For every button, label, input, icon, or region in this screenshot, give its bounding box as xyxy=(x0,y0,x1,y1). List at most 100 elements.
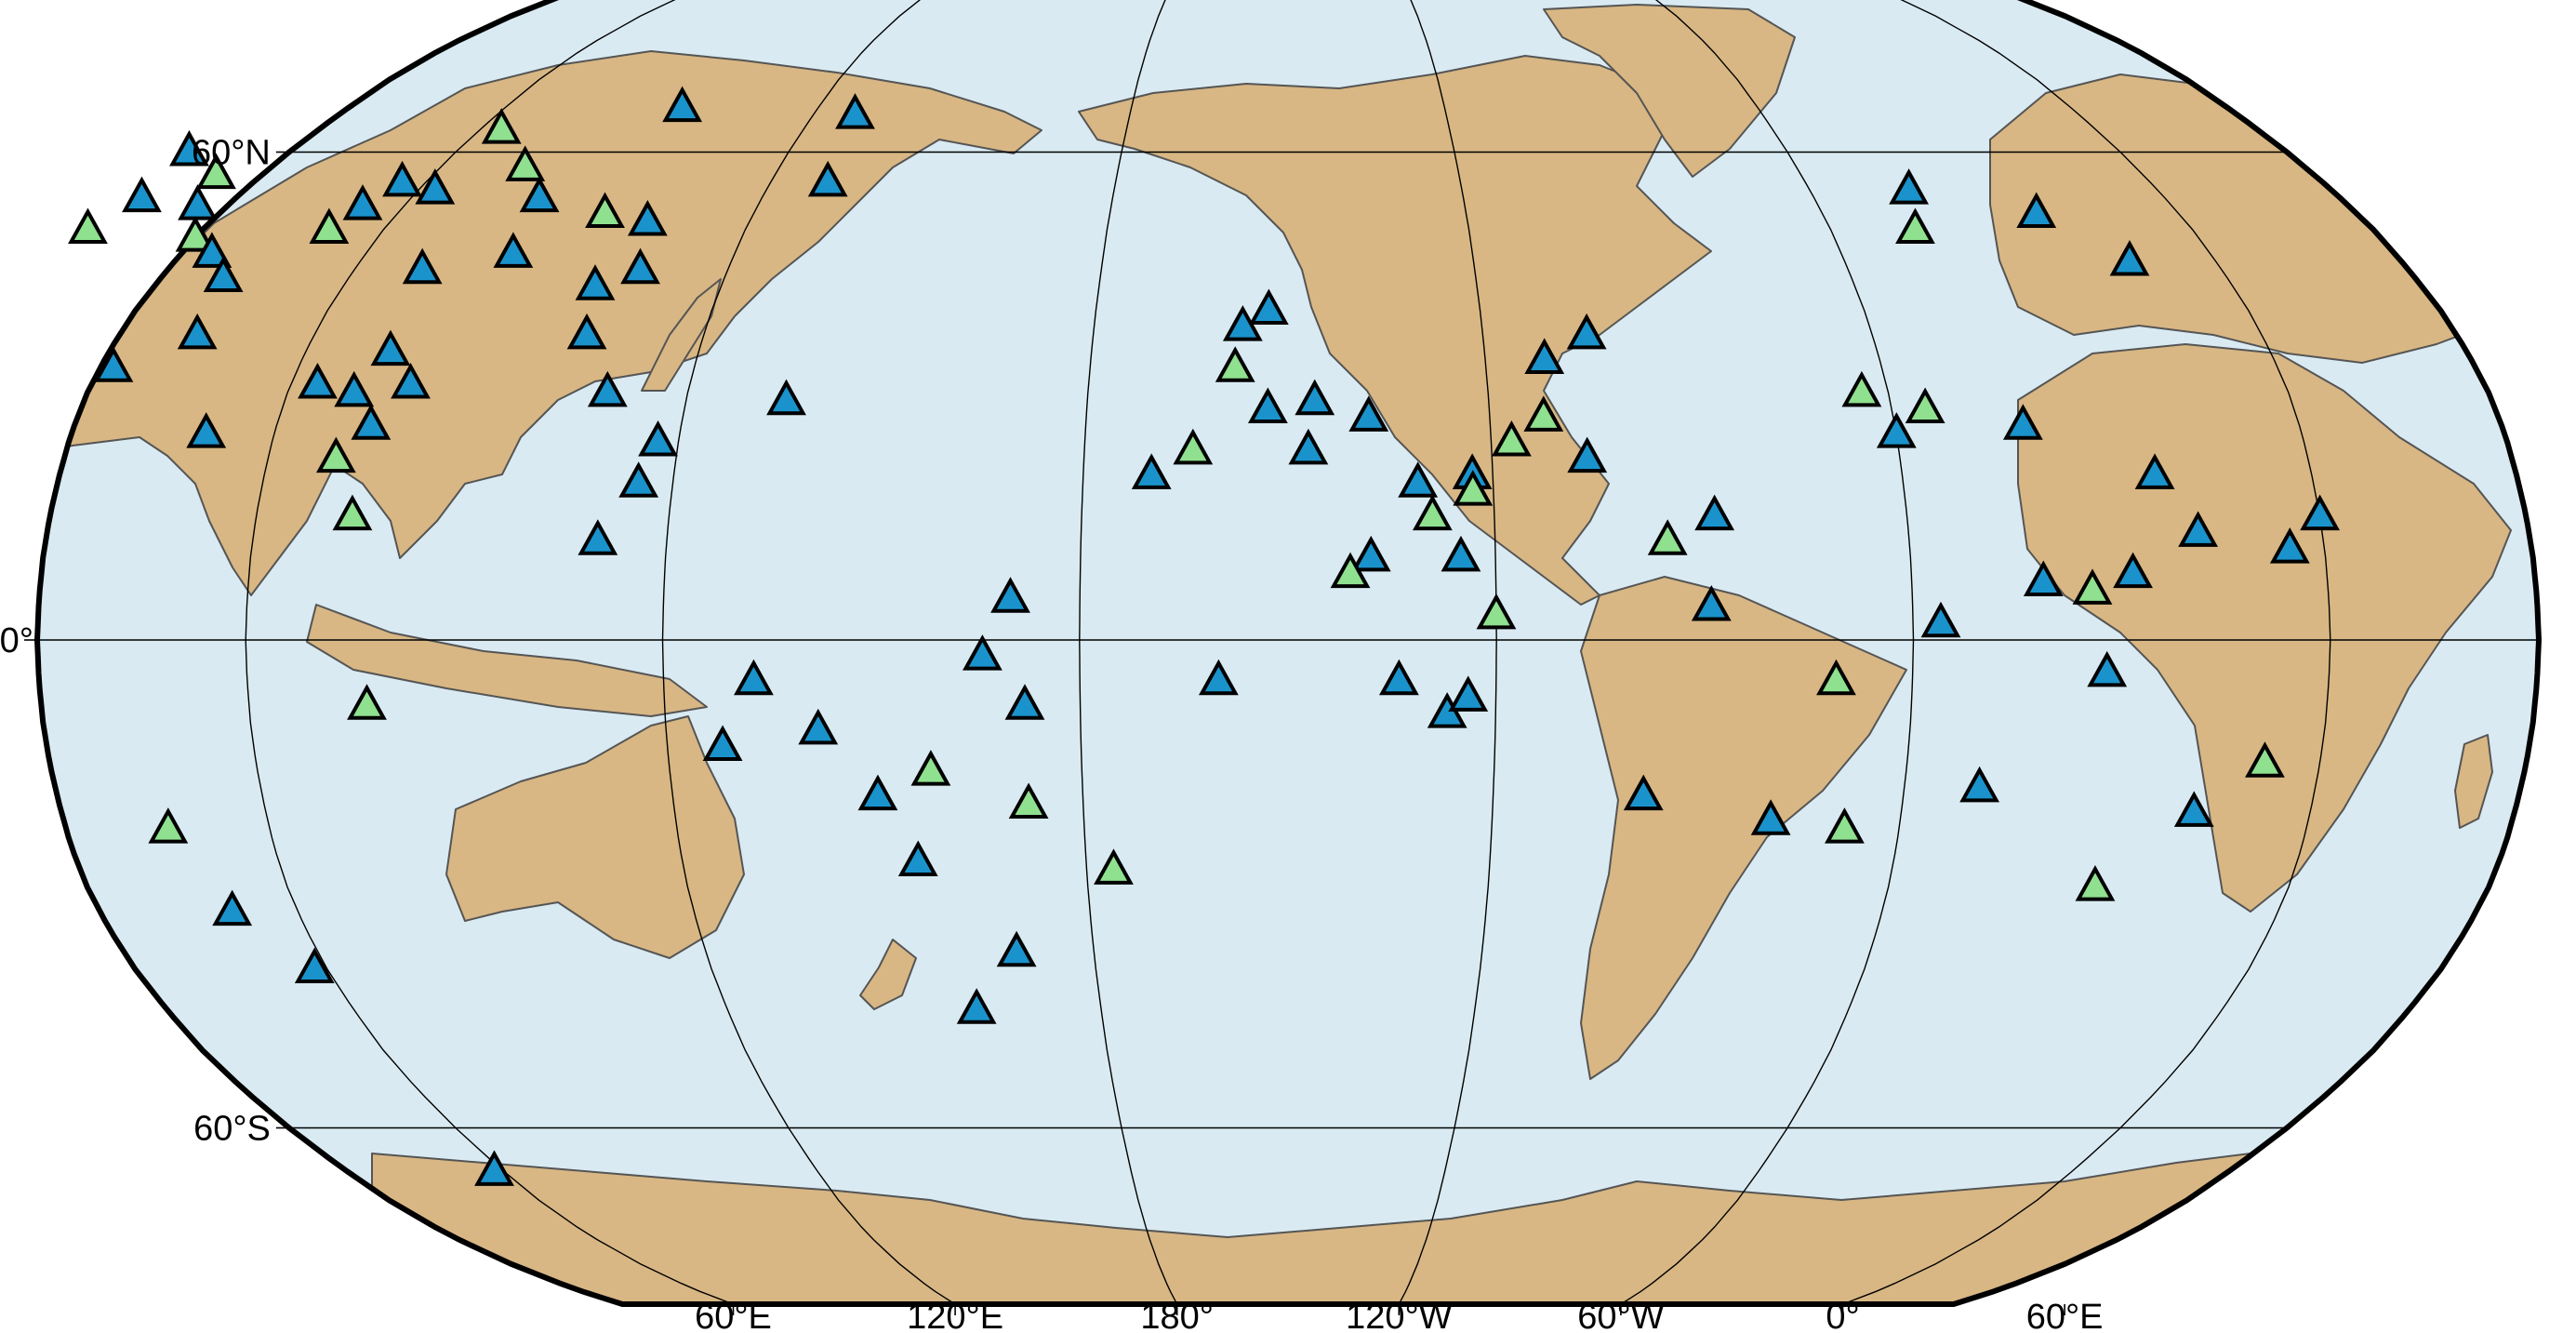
station-triangle-icon xyxy=(309,207,350,244)
station-triangle-icon xyxy=(1905,387,1945,424)
station-triangle-icon xyxy=(766,379,806,416)
station-triangle-icon xyxy=(294,947,335,983)
station-triangle-icon xyxy=(1248,288,1289,325)
station-triangle-icon xyxy=(2023,560,2064,596)
station-triangle-icon xyxy=(1348,395,1389,432)
station-triangle-icon xyxy=(2109,240,2150,276)
station-triangle-icon xyxy=(2178,511,2218,547)
station-triangle-icon xyxy=(186,412,227,448)
graticule xyxy=(37,0,2539,1304)
station-triangle-icon xyxy=(505,145,546,181)
station-triangle-icon xyxy=(2075,865,2116,901)
station-triangle-icon xyxy=(415,168,456,205)
station-triangle-icon xyxy=(857,774,898,811)
station-triangle-icon xyxy=(897,840,938,877)
station-triangle-icon xyxy=(618,461,659,498)
station-triangle-icon xyxy=(1959,766,2000,803)
landmass-new-zealand xyxy=(859,939,917,1010)
station-triangle-icon xyxy=(519,176,560,213)
station-triangle-icon xyxy=(2269,527,2310,564)
station-triangle-icon xyxy=(910,750,951,786)
landmass-indonesia xyxy=(306,604,708,717)
station-triangle-icon xyxy=(1816,659,1856,696)
station-triangle-icon xyxy=(493,232,534,268)
station-triangle-icon xyxy=(1453,470,1494,506)
station-triangle-icon xyxy=(370,329,411,367)
longitude-label-120w: 120°W xyxy=(1346,1298,1453,1333)
station-triangle-icon xyxy=(1694,494,1735,531)
station-triangle-icon xyxy=(578,519,618,555)
station-triangle-icon xyxy=(807,160,848,197)
station-triangle-icon xyxy=(2016,192,2057,229)
station-triangle-icon xyxy=(347,684,387,720)
station-triangle-icon xyxy=(203,256,244,292)
map-frame xyxy=(33,0,2543,1307)
station-triangle-icon xyxy=(2072,568,2113,605)
station-triangle-icon xyxy=(474,1150,514,1186)
latitude-label-60s: 60°S xyxy=(193,1110,271,1149)
meridian-line xyxy=(245,0,734,1304)
station-triangle-icon xyxy=(1647,519,1688,555)
station-triangle-icon xyxy=(835,93,875,129)
station-triangle-icon xyxy=(702,725,743,762)
station-triangle-icon xyxy=(1889,168,1930,205)
meridian-line xyxy=(1842,0,2331,1304)
landmass-europe-west xyxy=(1989,73,2539,364)
station-triangle-icon xyxy=(1750,799,1791,835)
station-triangle-icon xyxy=(2087,650,2128,687)
station-triangle-icon xyxy=(1623,774,1664,811)
station-triangle-icon xyxy=(996,930,1037,967)
station-triangle-icon xyxy=(1841,370,1882,407)
station-triangle-icon xyxy=(334,370,375,407)
land-layer xyxy=(55,4,2539,1304)
station-markers xyxy=(68,86,2341,1186)
station-triangle-icon xyxy=(2300,494,2341,531)
longitude-label-180: 180° xyxy=(1140,1298,1214,1333)
station-triangle-icon xyxy=(93,346,134,382)
longitude-label-60e-west: 60°E xyxy=(695,1298,772,1333)
station-triangle-icon xyxy=(1876,412,1917,448)
station-triangle-icon xyxy=(481,108,522,144)
station-triangle-icon xyxy=(566,313,607,350)
station-triangle-icon xyxy=(585,192,625,229)
station-triangle-icon xyxy=(212,889,253,926)
station-triangle-icon xyxy=(1215,346,1255,382)
station-triangle-icon xyxy=(734,659,774,696)
meridian-line xyxy=(1398,0,1497,1304)
station-triangle-icon xyxy=(1412,494,1453,531)
station-triangle-icon xyxy=(1566,313,1607,350)
station-triangle-icon xyxy=(2002,404,2043,440)
landmass-greenland xyxy=(1543,4,1796,178)
station-triangle-icon xyxy=(402,247,443,285)
station-triangle-icon xyxy=(1476,593,1517,630)
latitude-label-60n: 60°N xyxy=(192,133,271,172)
station-triangle-icon xyxy=(1441,535,1481,572)
station-triangle-icon xyxy=(1491,420,1532,457)
landmass-antarctica xyxy=(371,1153,2251,1304)
station-triangle-icon xyxy=(662,86,703,123)
station-triangle-icon xyxy=(1567,436,1608,473)
meridian-line xyxy=(1620,0,1915,1304)
station-triangle-icon xyxy=(620,247,660,285)
station-triangle-icon xyxy=(1825,807,1865,844)
station-triangle-icon xyxy=(2245,741,2285,778)
landmass-madagascar xyxy=(2454,734,2493,829)
landmass-south-america xyxy=(1580,576,1907,1080)
station-triangle-icon xyxy=(627,200,668,236)
station-triangle-icon xyxy=(68,207,108,244)
station-triangle-icon xyxy=(1295,379,1335,416)
meridian-line xyxy=(661,0,956,1304)
station-triangle-icon xyxy=(2134,453,2175,489)
landmass-australia xyxy=(445,715,745,959)
latitude-label-equator: 0° xyxy=(0,621,33,660)
station-triangle-icon xyxy=(1004,684,1045,720)
longitude-label-60w: 60°W xyxy=(1577,1298,1664,1333)
station-triangle-icon xyxy=(342,184,383,220)
meridian-line xyxy=(1079,0,1178,1304)
station-triangle-icon xyxy=(1378,659,1419,696)
longitude-label-120e: 120°E xyxy=(907,1298,1003,1333)
station-triangle-icon xyxy=(315,436,356,473)
station-triangle-icon xyxy=(1920,601,1961,638)
station-triangle-icon xyxy=(178,184,218,220)
